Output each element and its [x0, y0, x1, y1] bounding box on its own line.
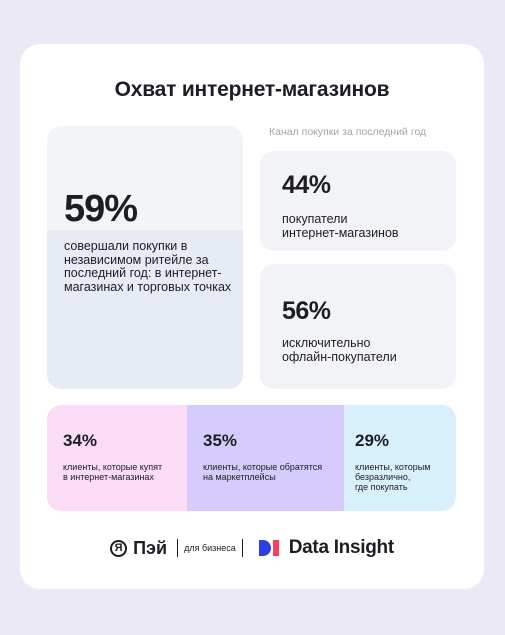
data-insight-logo-text: Data Insight — [288, 537, 394, 558]
pay-logo-text: Пэй — [133, 537, 168, 558]
offline-buyers-label-line2: офлайн-покупатели — [282, 350, 397, 364]
online-buyers-label: покупатели интернет-магазинов — [282, 212, 399, 240]
segment-description: клиенты, которым безразлично, где покупа… — [355, 462, 456, 492]
di-i-shape — [272, 540, 279, 556]
footer-logos: Я Пэй для бизнеса Data Insight — [20, 531, 484, 565]
segment-line2: на маркетплейсы — [203, 472, 276, 482]
channel-subtitle: Канал покупки за последний год — [269, 126, 427, 138]
page-title: Охват интернет-магазинов — [114, 78, 390, 101]
segment-description: клиенты, которые обратятся на маркетплей… — [203, 462, 333, 482]
segments-strip: 34% клиенты, которые купят в интернет-ма… — [47, 405, 456, 511]
segment-indifferent: 29% клиенты, которым безразлично, где по… — [344, 405, 456, 511]
segment-marketplaces: 35% клиенты, которые обратятся на маркет… — [187, 405, 344, 511]
yandex-logo-icon: Я — [110, 539, 128, 557]
segment-line1: клиенты, которым — [355, 462, 431, 472]
offline-buyers-label-line1: исключительно — [282, 336, 371, 350]
di-d-shape — [258, 540, 271, 556]
infographic-card: Охват интернет-магазинов 59% совершали п… — [20, 44, 484, 589]
segment-description: клиенты, которые купят в интернет-магази… — [63, 462, 193, 482]
online-buyers-percent: 44% — [282, 171, 331, 199]
main-stat-description: совершали покупки в независимом ритейле … — [64, 239, 232, 294]
main-stat-card: 59% совершали покупки в независимом рите… — [47, 126, 243, 389]
segment-line1: клиенты, которые обратятся — [203, 462, 323, 472]
segment-line1: клиенты, которые купят — [63, 462, 163, 472]
segment-percent: 35% — [203, 431, 238, 450]
divider — [177, 539, 179, 557]
main-stat-percent: 59% — [64, 188, 138, 230]
online-buyers-label-line1: покупатели — [282, 212, 348, 226]
offline-buyers-percent: 56% — [282, 297, 331, 325]
segment-percent: 29% — [355, 431, 390, 450]
data-insight-logo-icon — [258, 540, 279, 556]
business-label: для бизнеса — [184, 543, 236, 553]
segment-line2: в интернет-магазинах — [63, 472, 154, 482]
offline-buyers-card: 56% исключительно офлайн-покупатели — [260, 264, 456, 389]
offline-buyers-label: исключительно офлайн-покупатели — [282, 336, 397, 364]
online-buyers-card: 44% покупатели интернет-магазинов — [260, 151, 456, 251]
segment-online-stores: 34% клиенты, которые купят в интернет-ма… — [47, 405, 187, 511]
segment-line2: безразлично, — [355, 472, 411, 482]
divider — [241, 539, 243, 557]
segment-line3: где покупать — [355, 482, 408, 492]
segment-percent: 34% — [63, 431, 98, 450]
online-buyers-label-line2: интернет-магазинов — [282, 226, 399, 240]
